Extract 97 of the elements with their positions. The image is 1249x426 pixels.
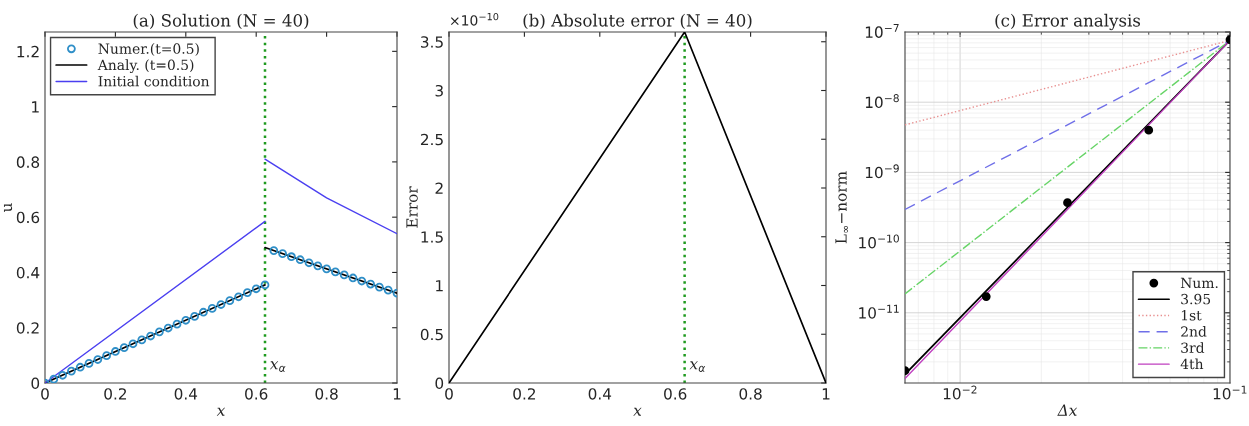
point	[49, 374, 59, 383]
chart-title: (c) Error analysis	[995, 13, 1141, 31]
x-tick-label: 0.4	[174, 388, 198, 400]
y-tick-label: 0.4	[16, 266, 40, 279]
y-tick-label: 10$^{−10}$	[859, 234, 899, 249]
y-tick-label: 2.5	[420, 133, 443, 146]
point	[155, 327, 164, 337]
point	[199, 307, 208, 317]
legend-label: 2nd	[1181, 326, 1207, 337]
x-tick-label: 0.6	[664, 388, 687, 400]
y-axis-title: u	[3, 203, 13, 213]
point	[93, 355, 103, 364]
point	[67, 366, 76, 376]
x-axis-title: x	[216, 407, 226, 416]
legend-label: 3rd	[1181, 342, 1205, 353]
point	[269, 246, 279, 255]
point	[295, 255, 305, 265]
x-tick-label: 1	[393, 388, 401, 400]
y-axis-title: Error	[406, 186, 418, 228]
point	[163, 323, 173, 333]
x-tick-label: 0.2	[513, 388, 536, 400]
point	[181, 315, 191, 325]
point	[1063, 198, 1072, 208]
y-tick-label: 1	[436, 280, 443, 292]
y-tick-label: 1.5	[421, 231, 443, 243]
x-tick-label: 1	[822, 388, 830, 400]
point	[339, 270, 349, 280]
point	[119, 343, 129, 353]
point	[216, 300, 226, 309]
y-tick-label: 3.5	[421, 36, 443, 48]
point	[357, 276, 367, 286]
legend-label: 3.95	[1181, 293, 1211, 305]
x-tick-label: 0.8	[315, 388, 338, 400]
point	[234, 292, 243, 302]
point	[207, 304, 217, 313]
point	[383, 285, 393, 295]
point	[287, 252, 296, 262]
x-tick-label: 0	[41, 388, 49, 400]
legend-label: 4th	[1180, 358, 1204, 370]
point	[243, 288, 252, 298]
point	[375, 282, 384, 292]
point	[366, 279, 375, 289]
legend-label: Analy. (t=0.5)	[97, 59, 194, 73]
y-tick-label: 10$^{−11}$	[859, 304, 899, 319]
legend-label: 1st	[1181, 310, 1202, 321]
x-tick-label: 0.6	[245, 388, 268, 400]
point	[190, 312, 199, 321]
x-tick-label: 0	[445, 388, 453, 400]
x-tick-label: 0.8	[739, 388, 762, 400]
point	[1144, 125, 1154, 135]
point	[128, 339, 138, 349]
point	[225, 296, 235, 306]
ref-line-label: x$_{α}$	[689, 361, 706, 372]
y-tick-label: 0.5	[420, 328, 443, 341]
point	[137, 335, 147, 345]
x-tick-label: 10$^{−1}$	[1213, 385, 1247, 400]
point	[84, 359, 94, 368]
x-tick-label: 0.4	[588, 388, 612, 400]
x-axis-title: Δx	[1057, 404, 1078, 416]
point	[260, 280, 270, 290]
point	[102, 351, 111, 361]
y-tick-label: 0	[31, 377, 40, 390]
legend-label: Initial condition	[98, 75, 210, 87]
y-tick-label: 1.2	[17, 45, 39, 58]
chart-title: (a) Solution (N = 40)	[133, 13, 309, 30]
legend-label: Numer.(t=0.5)	[98, 43, 199, 56]
y-tick-label: 0.8	[16, 156, 40, 168]
y-tick-label: 1	[32, 101, 39, 113]
y-tick-label: 0.2	[16, 322, 39, 334]
y-axis-title: L$_{∞}$−norm	[835, 171, 848, 244]
point	[304, 258, 314, 268]
point	[111, 347, 120, 356]
y-tick-label: 10$^{−7}$	[865, 24, 899, 38]
chart-title: (b) Absolute error (N = 40)	[523, 13, 752, 30]
y-tick-label: 0	[435, 377, 444, 390]
ref-line-label: x$_{α}$	[269, 361, 286, 372]
point	[172, 319, 182, 329]
point	[981, 292, 991, 301]
legend-label: Num.	[1180, 277, 1218, 289]
x-tick-label: 0.2	[104, 388, 127, 400]
point	[313, 261, 323, 271]
point	[146, 331, 155, 341]
x-tick-label: 10$^{−2}$	[943, 385, 977, 400]
point	[278, 249, 287, 259]
point	[75, 362, 85, 372]
point	[251, 284, 261, 294]
text: ×10$^{−10}$	[450, 12, 499, 26]
y-tick-label: 10$^{−8}$	[865, 94, 899, 109]
y-tick-label: 3	[435, 84, 443, 97]
point	[331, 267, 340, 277]
point	[348, 273, 358, 283]
x-axis-title: x	[633, 407, 642, 416]
y-tick-label: 2	[435, 182, 443, 194]
y-tick-label: 10$^{−9}$	[865, 164, 899, 179]
point	[58, 370, 67, 380]
point	[322, 264, 331, 274]
y-tick-label: 0.6	[16, 211, 40, 224]
